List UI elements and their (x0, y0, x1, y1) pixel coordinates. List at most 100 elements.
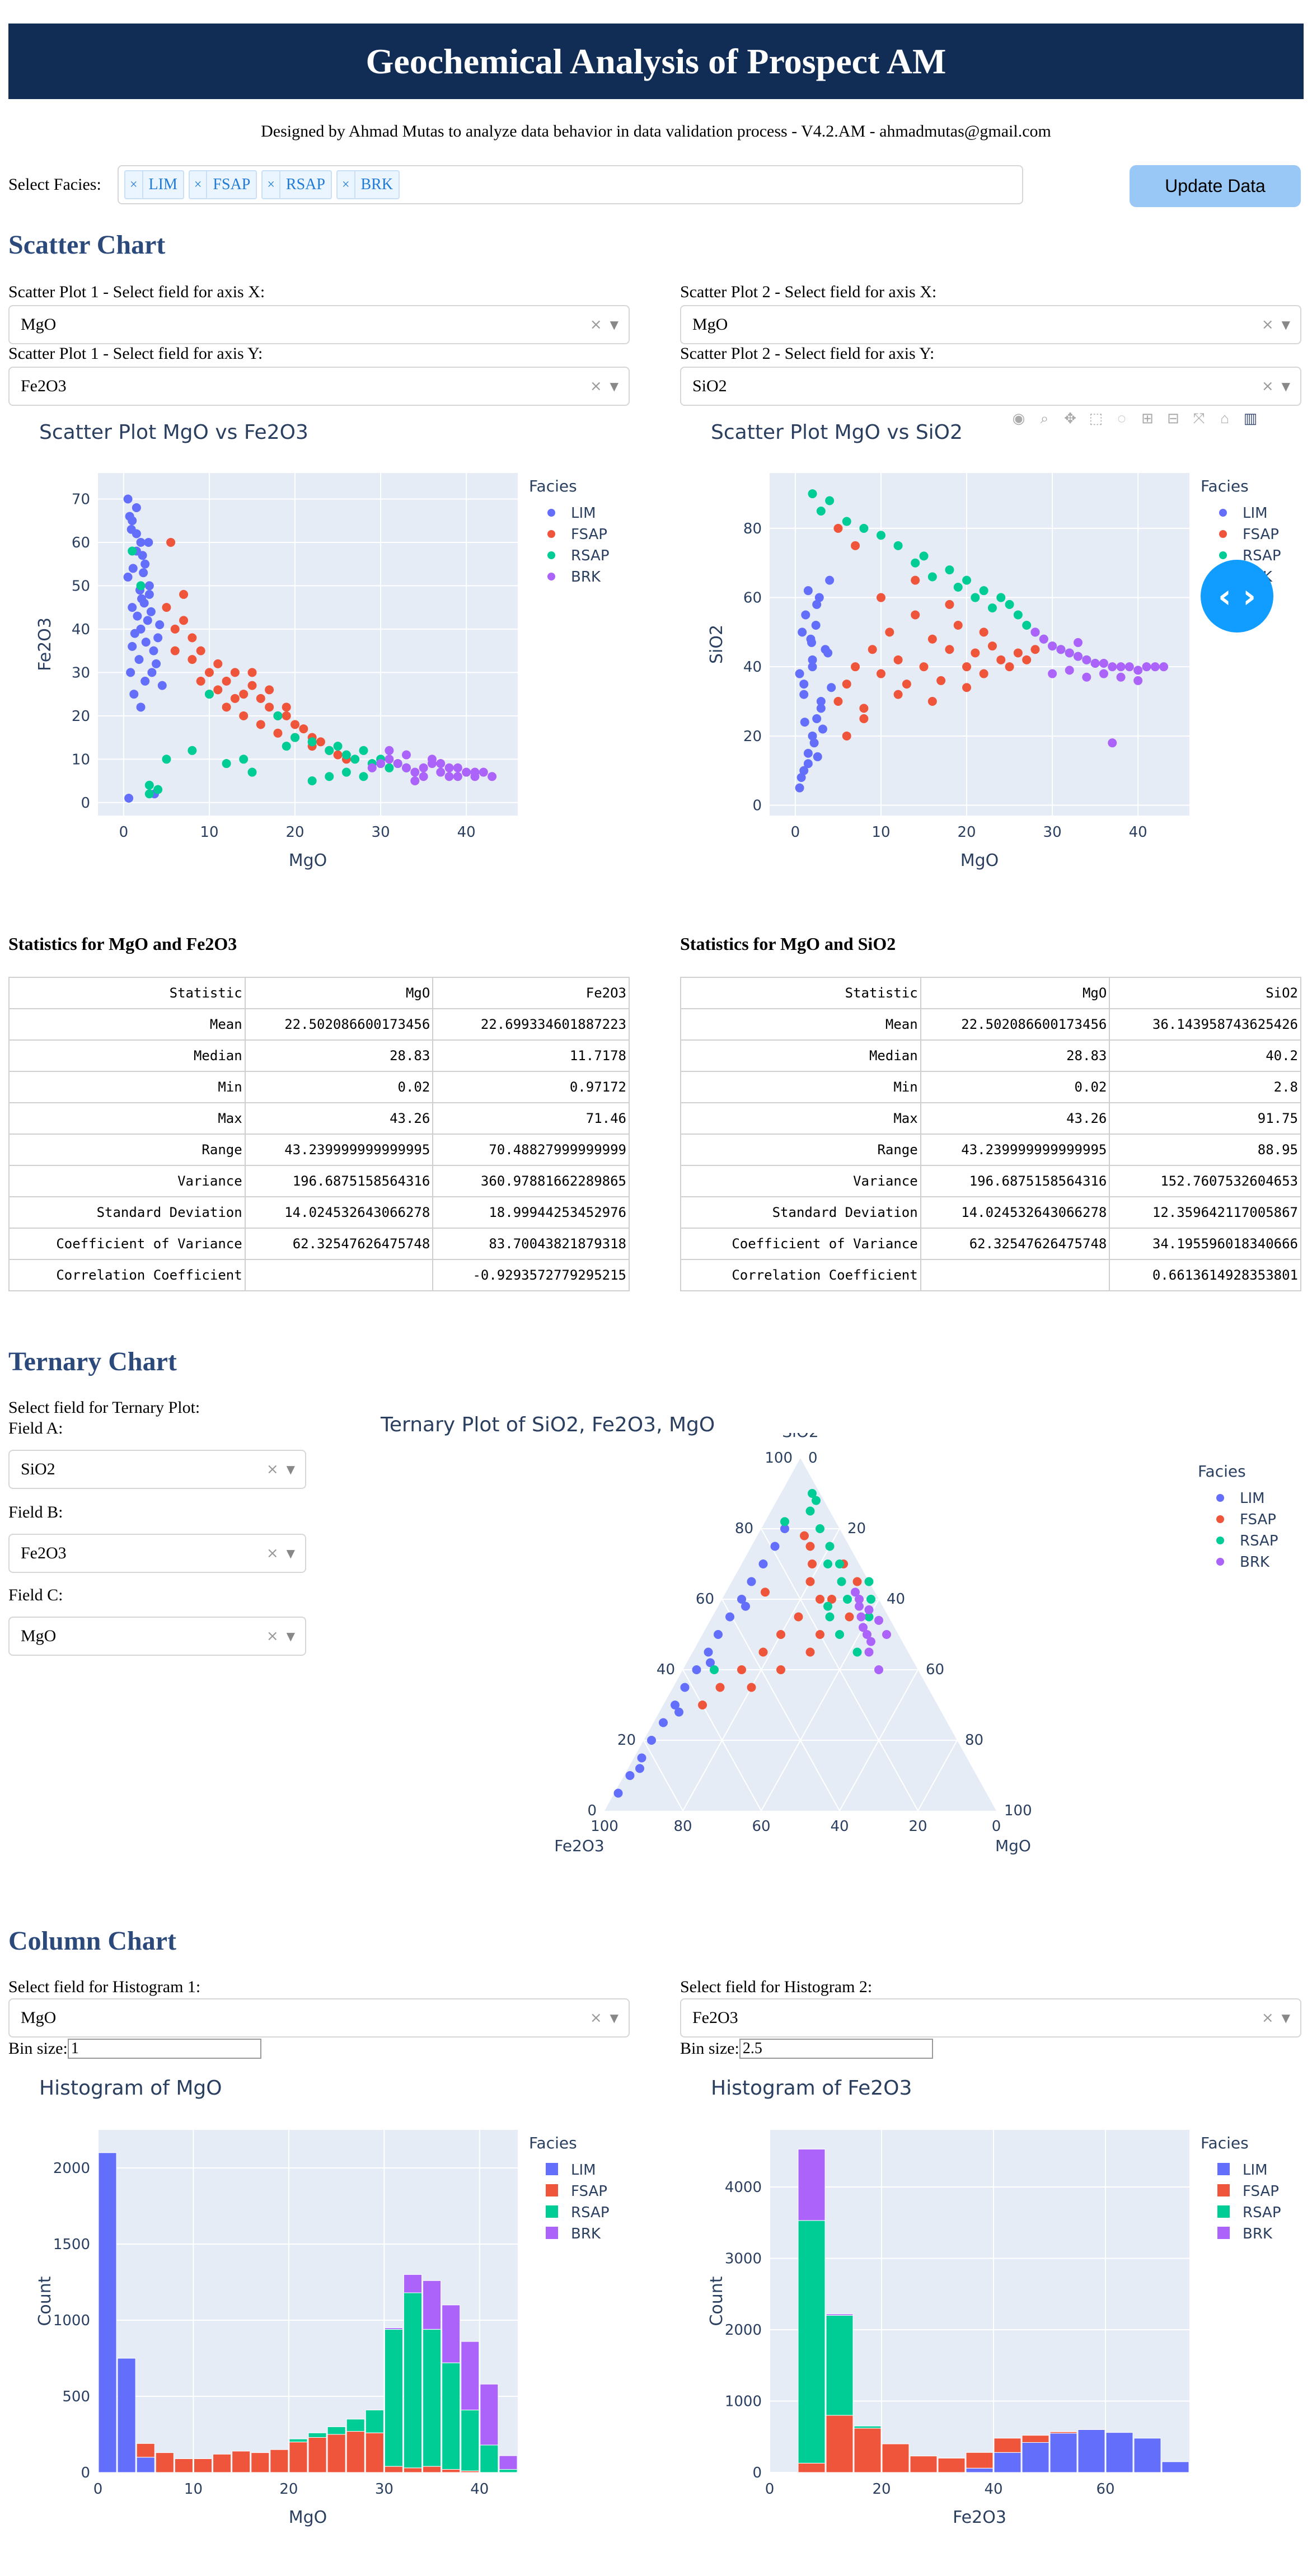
facies-tag-rsap: × RSAP (261, 170, 332, 199)
data-point-lim (123, 494, 133, 504)
table-cell (244, 1259, 434, 1291)
data-point-rsap (359, 746, 368, 755)
ternary-chart[interactable]: 0 0 0 20 20 20 40 40 40 60 60 60 80 80 80 100 100 100 SiO2… (532, 1433, 1312, 1858)
data-point-brk (1065, 666, 1074, 675)
data-point-lim (128, 564, 138, 573)
remove-tag-icon[interactable]: × (338, 171, 355, 198)
scatter2-chart[interactable]: 0 10 20 30 40020406080MgOSiO2FaciesLIMFSAPRS… (672, 448, 1312, 884)
table-cell: Variance (8, 1165, 246, 1197)
hist2-field-dropdown[interactable]: Fe2O3 × ▼ (680, 1998, 1301, 2038)
scatter1-x-dropdown[interactable]: MgO × ▼ (8, 305, 630, 344)
data-point-lim (825, 575, 835, 585)
scatter2-y-dropdown[interactable]: SiO2 × ▼ (680, 367, 1301, 406)
update-data-button[interactable]: Update Data (1130, 165, 1301, 207)
data-point-lim (780, 1524, 789, 1533)
data-point-brk (1150, 662, 1160, 672)
data-point-lim (803, 586, 813, 596)
clear-icon[interactable]: × (1261, 316, 1274, 333)
x-axis-label: MgO (289, 851, 327, 870)
field-c-dropdown[interactable]: MgO × ▼ (8, 1617, 306, 1656)
y-tick-label: 30 (72, 664, 90, 681)
hist1-chart[interactable]: 0 10 20 30 40 0 500 1000 1500 2000 MgO Count Facies L… (0, 2105, 655, 2552)
bar-fsap (910, 2456, 938, 2473)
bar-fsap (826, 2415, 854, 2473)
data-point-rsap (996, 593, 1006, 602)
plot-modebar: ◉ ⌕ ✥ ⬚ ◌ ⊞ ⊟ ⤧ ⌂ ▥ (1002, 410, 1259, 428)
data-point-lim (758, 1559, 768, 1568)
scatter2-x-dropdown[interactable]: MgO × ▼ (680, 305, 1301, 344)
chevron-down-icon[interactable]: ▼ (610, 2011, 618, 2025)
data-point-brk (419, 763, 428, 772)
hist1-field-dropdown[interactable]: MgO × ▼ (8, 1998, 630, 2038)
clear-icon[interactable]: × (589, 2010, 602, 2026)
data-point-brk (1133, 676, 1143, 685)
bar-brk (423, 2280, 442, 2330)
autoscale-icon[interactable]: ⤧ (1193, 410, 1205, 427)
scatter1-chart[interactable]: 0 10 20 30 40 0 10 20 30 40 50 60 70 MgO Fe2O3 Facies LI… (0, 448, 655, 884)
data-point-lim (704, 1647, 713, 1657)
chevron-down-icon[interactable]: ▼ (610, 318, 618, 331)
field-a-dropdown[interactable]: SiO2 × ▼ (8, 1450, 306, 1489)
x-tick-label: 20 (285, 824, 304, 841)
remove-tag-icon[interactable]: × (125, 171, 143, 198)
chevron-down-icon[interactable]: ▼ (286, 1547, 295, 1560)
clear-icon[interactable]: × (1261, 2010, 1274, 2026)
lasso-icon[interactable]: ◌ (1117, 410, 1126, 427)
bar-brk (403, 2274, 423, 2293)
bar-fsap (403, 2467, 423, 2473)
zoom-out-icon[interactable]: ⊟ (1167, 410, 1179, 427)
hist1-field-label: Select field for Histogram 1: (8, 1978, 201, 1996)
chevron-down-icon[interactable]: ▼ (1281, 318, 1290, 331)
data-point-rsap (808, 489, 817, 499)
chevron-down-icon[interactable]: ▼ (1281, 2011, 1290, 2025)
expand-toggle-button[interactable]: ‹ › (1201, 560, 1273, 633)
bar-brk (461, 2341, 480, 2410)
data-point-lim (136, 702, 146, 712)
legend-label: BRK (1243, 2226, 1273, 2242)
zoom-icon[interactable]: ⌕ (1040, 410, 1049, 427)
remove-tag-icon[interactable]: × (263, 171, 280, 198)
plotly-logo-icon[interactable]: ▥ (1243, 410, 1258, 427)
data-point-rsap (825, 1612, 835, 1622)
field-b-dropdown[interactable]: Fe2O3 × ▼ (8, 1534, 306, 1573)
data-point-rsap (359, 772, 368, 781)
bar-lim (1105, 2432, 1133, 2473)
table-cell: 83.70043821879318 (432, 1228, 630, 1260)
data-point-fsap (170, 624, 180, 634)
remove-tag-icon[interactable]: × (190, 171, 208, 198)
data-point-fsap (698, 1701, 707, 1709)
data-point-rsap (837, 1577, 846, 1586)
hist2-bin-input[interactable] (739, 2039, 933, 2059)
table-cell: Max (8, 1102, 246, 1135)
chevron-down-icon[interactable]: ▼ (1281, 380, 1290, 393)
hist2-bin-row: Bin size: (680, 2039, 933, 2059)
camera-icon[interactable]: ◉ (1012, 410, 1025, 427)
scatter1-y-dropdown[interactable]: Fe2O3 × ▼ (8, 367, 630, 406)
chevron-down-icon[interactable]: ▼ (286, 1463, 295, 1476)
data-point-rsap (812, 1496, 821, 1505)
reset-axes-icon[interactable]: ⌂ (1220, 410, 1229, 427)
data-point-rsap (893, 541, 903, 550)
clear-icon[interactable]: × (589, 316, 602, 333)
data-point-fsap (213, 685, 223, 695)
data-point-rsap (153, 785, 163, 794)
clear-icon[interactable]: × (266, 1545, 279, 1562)
clear-icon[interactable]: × (266, 1461, 279, 1478)
chevron-down-icon[interactable]: ▼ (286, 1629, 295, 1643)
hist2-chart[interactable]: 0 20 40 60 0 1000 2000 3000 4000 Fe2O3 Count Facies… (672, 2105, 1312, 2552)
table-row: Variance 196.6875158564316 152.76075326046… (680, 1165, 1301, 1197)
box-select-icon[interactable]: ⬚ (1089, 410, 1103, 427)
data-point-brk (1159, 662, 1169, 672)
clear-icon[interactable]: × (589, 378, 602, 395)
pan-icon[interactable]: ✥ (1064, 410, 1076, 427)
zoom-in-icon[interactable]: ⊞ (1141, 410, 1154, 427)
clear-icon[interactable]: × (266, 1628, 279, 1645)
chevron-down-icon[interactable]: ▼ (610, 380, 618, 393)
hist1-bin-input[interactable] (67, 2039, 261, 2059)
data-point-rsap (945, 565, 954, 575)
clear-icon[interactable]: × (1261, 378, 1274, 395)
facies-multiselect[interactable]: × LIM × FSAP × RSAP × BRK (118, 165, 1023, 204)
b-tick-label: 0 (992, 1818, 1001, 1835)
data-point-fsap (996, 655, 1006, 664)
data-point-rsap (919, 551, 929, 561)
